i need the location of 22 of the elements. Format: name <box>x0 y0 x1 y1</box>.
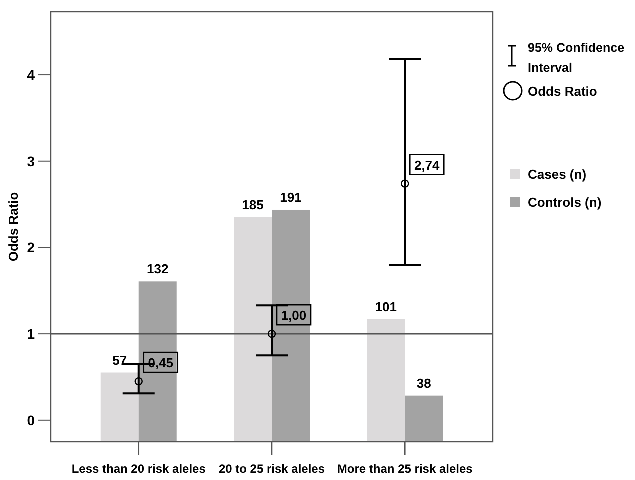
data-label: 101 <box>375 299 397 314</box>
x-tick-label: More than 25 risk aleles <box>337 462 474 476</box>
x-tick-label: 20 to 25 risk aleles <box>218 462 326 476</box>
y-tick-label: 3 <box>27 153 36 170</box>
x-tick-label: Less than 20 risk aleles <box>72 462 206 476</box>
data-label: 38 <box>416 376 432 391</box>
y-tick-label: 4 <box>27 67 36 84</box>
data-label: 185 <box>242 197 264 212</box>
data-label: 1,00 <box>281 308 307 324</box>
data-label: 132 <box>147 262 169 277</box>
data-label: 0,45 <box>148 356 174 371</box>
data-label: 57 <box>112 352 128 368</box>
legend-label: Odds Ratio <box>528 84 598 99</box>
data-label: 191 <box>280 190 302 205</box>
data-label: 2,74 <box>414 158 441 173</box>
y-tick-label: 1 <box>27 326 36 342</box>
y-tick-label: 0 <box>27 412 36 428</box>
text: 95% Confidence Interval <box>528 41 625 75</box>
y-tick-label: 2 <box>27 240 36 256</box>
y-axis-title: Odds Ratio <box>6 192 21 262</box>
legend-label: Cases (n) <box>528 167 587 182</box>
legend-label: Controls (n) <box>528 195 602 210</box>
